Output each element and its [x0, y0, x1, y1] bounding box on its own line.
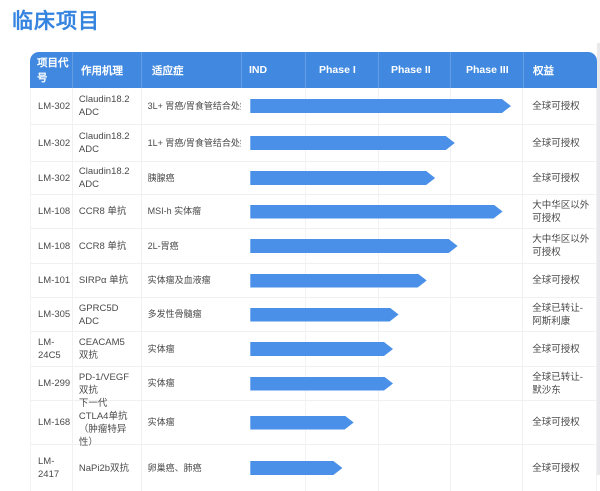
- header-mechanism: 作用机理: [72, 52, 141, 88]
- rights-cell: 全球可授权: [522, 162, 596, 194]
- phase-progress-cell: [241, 195, 522, 228]
- phase-progress-cell: [241, 229, 522, 263]
- header-phase3: Phase III: [450, 52, 523, 88]
- table-row: LM-302 Claudin18.2 ADC 3L+ 胃癌/胃食管结合处癌 全球可授权: [31, 88, 596, 124]
- table-row: LM-302 Claudin18.2 ADC 胰腺癌 全球可授权: [31, 161, 596, 194]
- rights-cell: 全球可授权: [522, 125, 596, 161]
- phase-progress-cell: [241, 367, 522, 400]
- phase-progress-cell: [241, 332, 522, 366]
- phase-progress-cell: [241, 401, 522, 444]
- mechanism-cell: CCR8 单抗: [73, 229, 142, 263]
- page-title: 临床项目: [12, 10, 100, 33]
- indication-cell: 多发性骨髓瘤: [147, 309, 202, 319]
- indication-cell: 实体瘤: [147, 417, 175, 427]
- progress-bar: [250, 239, 457, 253]
- phase-gridline: [450, 367, 452, 400]
- header-phase2: Phase II: [378, 52, 450, 88]
- progress-bar: [250, 274, 426, 288]
- rights-cell: 全球可授权: [522, 88, 596, 124]
- project-code-cell: LM-108: [31, 229, 73, 263]
- mechanism-cell: Claudin18.2 ADC: [73, 162, 142, 194]
- indication-cell: 1L+ 胃癌/胃食管结合处癌: [147, 137, 242, 148]
- table-row: LM-168 下一代CTLA4单抗（肿瘤特异性） 实体瘤 全球可授权: [31, 398, 596, 448]
- mechanism-cell: PD-1/VEGF双抗: [73, 367, 142, 400]
- mechanism-cell: NaPi2b双抗: [73, 445, 142, 491]
- mechanism-cell: Claudin18.2 ADC: [73, 125, 142, 161]
- clinical-pipeline-table: 项目代号 作用机理 适应症 IND Phase I Phase II Phase…: [30, 52, 597, 491]
- phase-gridline: [450, 298, 452, 331]
- project-code-cell: LM-168: [31, 401, 73, 444]
- mechanism-cell: 下一代CTLA4单抗（肿瘤特异性）: [73, 398, 142, 448]
- table-row: LM-108 CCR8 单抗 MSI-h 实体瘤 大中华区以外可授权: [31, 194, 596, 228]
- progress-bar: [250, 99, 511, 113]
- mechanism-cell: SIRPα 单抗: [73, 264, 142, 297]
- phase-progress-cell: [241, 298, 522, 331]
- table-row: LM-299 PD-1/VEGF双抗 实体瘤 全球已转让-默沙东: [31, 366, 596, 400]
- mechanism-cell: Claudin18.2 ADC: [73, 88, 142, 124]
- table-row: LM-108 CCR8 单抗 2L-胃癌 大中华区以外可授权: [31, 228, 596, 263]
- phase-gridline: [378, 401, 380, 444]
- project-code-cell: LM-305: [31, 298, 73, 331]
- progress-bar: [250, 377, 393, 391]
- indication-cell: 实体瘤: [147, 343, 175, 354]
- project-code-cell: LM-302: [31, 125, 73, 161]
- table-body: LM-302 Claudin18.2 ADC 3L+ 胃癌/胃食管结合处癌 全球可授权…: [30, 88, 597, 491]
- table-row: LM-302 Claudin18.2 ADC 1L+ 胃癌/胃食管结合处癌 全球可授权: [31, 124, 596, 161]
- indication-cell: 实体瘤: [147, 378, 175, 388]
- phase-gridline: [450, 264, 452, 297]
- phase-progress-cell: [241, 162, 522, 194]
- phase-gridline: [450, 332, 452, 366]
- phase-progress-cell: [241, 264, 522, 297]
- project-code-cell: LM-299: [31, 367, 73, 400]
- project-code-cell: LM-302: [31, 162, 73, 194]
- progress-bar: [250, 461, 342, 475]
- rights-cell: 全球可授权: [522, 401, 596, 444]
- project-code-cell: LM-2417: [31, 445, 73, 491]
- rights-cell: 全球可授权: [522, 332, 596, 366]
- indication-cell: 胰腺癌: [147, 172, 175, 183]
- page-edge-strip: [597, 43, 600, 475]
- indication-cell: 实体瘤及血液瘤: [147, 275, 211, 285]
- phase-progress-cell: [241, 125, 522, 161]
- rights-cell: 全球已转让-默沙东: [522, 367, 596, 400]
- table-row: LM-101 SIRPα 单抗 实体瘤及血液瘤 全球可授权: [31, 263, 596, 297]
- indication-cell: 卵巢癌、肺癌: [147, 462, 202, 473]
- progress-bar: [250, 308, 398, 322]
- rights-cell: 全球可授权: [522, 264, 596, 297]
- rights-cell: 大中华区以外可授权: [522, 195, 596, 228]
- rights-cell: 全球可授权: [522, 445, 596, 491]
- table-row: LM-24C5 CEACAM5 双抗 实体瘤 全球可授权: [31, 331, 596, 366]
- phase-gridline: [378, 445, 380, 491]
- phase-gridline: [450, 401, 452, 444]
- progress-bar: [250, 342, 393, 356]
- rights-cell: 大中华区以外可授权: [522, 229, 596, 263]
- mechanism-cell: GPRC5D ADC: [73, 298, 142, 331]
- phase-gridline: [450, 162, 452, 194]
- indication-cell: MSI-h 实体瘤: [147, 206, 202, 216]
- header-phase1: Phase I: [305, 52, 378, 88]
- project-code-cell: LM-24C5: [31, 332, 73, 366]
- phase-progress-cell: [241, 88, 522, 124]
- header-project-code: 项目代号: [37, 57, 69, 84]
- phase-gridline: [450, 445, 452, 491]
- indication-cell: 2L-胃癌: [147, 240, 179, 251]
- table-header-row: 项目代号 作用机理 适应症 IND Phase I Phase II Phase…: [30, 52, 597, 88]
- phase-progress-cell: [241, 445, 522, 491]
- mechanism-cell: CCR8 单抗: [73, 195, 142, 228]
- progress-bar: [250, 416, 353, 430]
- indication-cell: 3L+ 胃癌/胃食管结合处癌: [147, 100, 242, 111]
- header-indication: 适应症: [141, 52, 241, 88]
- rights-cell: 全球已转让-阿斯利康: [522, 298, 596, 331]
- project-code-cell: LM-101: [31, 264, 73, 297]
- progress-bar: [250, 205, 502, 219]
- mechanism-cell: CEACAM5 双抗: [73, 332, 142, 366]
- header-rights: 权益: [523, 52, 597, 88]
- table-row: LM-305 GPRC5D ADC 多发性骨髓瘤 全球已转让-阿斯利康: [31, 297, 596, 331]
- project-code-cell: LM-108: [31, 195, 73, 228]
- progress-bar: [250, 136, 455, 150]
- project-code-cell: LM-302: [31, 88, 73, 124]
- header-ind: IND: [241, 52, 305, 88]
- progress-bar: [250, 171, 435, 185]
